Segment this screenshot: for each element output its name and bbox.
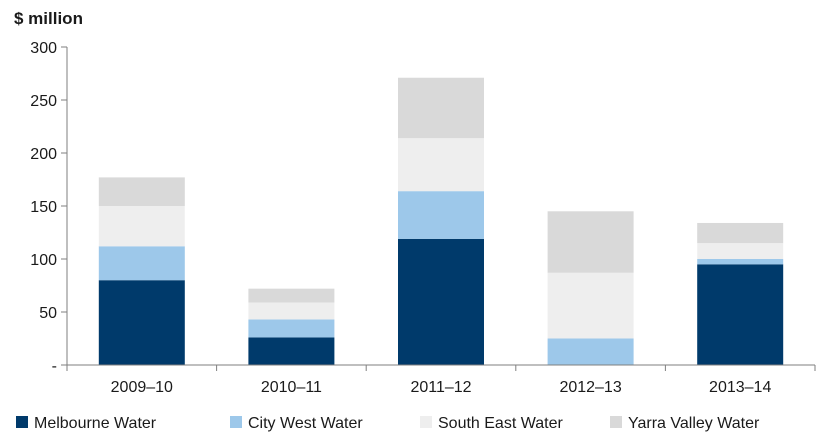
legend-label: Melbourne Water <box>34 415 157 432</box>
x-tick-label: 2009–10 <box>111 379 173 396</box>
legend-swatch <box>16 416 28 428</box>
legend-label: Yarra Valley Water <box>628 415 760 432</box>
y-tick-label: 200 <box>30 146 57 163</box>
bar-segment <box>98 206 185 247</box>
x-axis: 2009–10 2010–11 2011–12 2012–13 2013–14 <box>66 364 816 396</box>
bar-segment <box>248 319 335 338</box>
legend-swatch <box>610 416 622 428</box>
bar-segment <box>697 259 784 265</box>
legend-swatch <box>230 416 242 428</box>
legend-label: City West Water <box>248 415 363 432</box>
bar-segment <box>697 222 784 244</box>
bar-segment <box>248 288 335 303</box>
legend-label: South East Water <box>438 415 563 432</box>
bar-segment <box>398 191 484 239</box>
bar-segment <box>248 337 335 365</box>
bar-segment <box>398 138 484 192</box>
bar-segment <box>98 177 185 206</box>
x-tick-label: 2011–12 <box>410 379 471 396</box>
bar-segment <box>398 77 484 139</box>
legend: Melbourne Water City West Water South East… <box>16 415 760 432</box>
bar-segment <box>697 264 784 365</box>
y-tick-label: 150 <box>30 199 57 216</box>
legend-swatch <box>420 416 432 428</box>
legend-item: Melbourne Water <box>16 415 157 432</box>
y-tick-label: - <box>52 358 57 375</box>
bar-segment <box>547 211 634 273</box>
legend-item: South East Water <box>420 415 563 432</box>
bar-segment <box>547 272 634 339</box>
bar-segment <box>248 302 335 320</box>
bar-segment <box>398 238 484 365</box>
y-tick-label: 50 <box>39 305 57 322</box>
y-tick-label: 250 <box>30 93 57 110</box>
bar-segment <box>547 338 634 365</box>
y-tick-label: 300 <box>30 40 57 57</box>
legend-item: City West Water <box>230 415 363 432</box>
y-tick-label: 100 <box>30 252 57 269</box>
x-tick-label: 2013–14 <box>709 379 771 396</box>
bar-segment <box>98 246 185 281</box>
bar-segment <box>697 243 784 259</box>
y-axis: - 50 100 150 200 250 300 <box>30 40 68 375</box>
x-tick-label: 2010–11 <box>261 379 322 396</box>
bars <box>98 77 784 365</box>
y-axis-label: $ million <box>14 9 83 28</box>
bar-segment <box>98 280 185 365</box>
legend-item: Yarra Valley Water <box>610 415 760 432</box>
x-tick-label: 2012–13 <box>559 379 621 396</box>
